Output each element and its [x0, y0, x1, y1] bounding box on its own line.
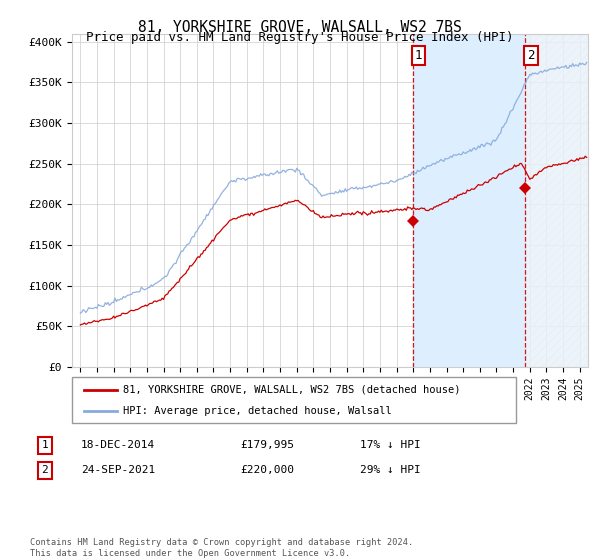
- Text: Contains HM Land Registry data © Crown copyright and database right 2024.
This d: Contains HM Land Registry data © Crown c…: [30, 538, 413, 558]
- Text: 18-DEC-2014: 18-DEC-2014: [81, 440, 155, 450]
- Text: 81, YORKSHIRE GROVE, WALSALL, WS2 7BS: 81, YORKSHIRE GROVE, WALSALL, WS2 7BS: [138, 20, 462, 35]
- Text: HPI: Average price, detached house, Walsall: HPI: Average price, detached house, Wals…: [123, 407, 392, 416]
- Bar: [525, 34, 588, 367]
- Text: 2: 2: [41, 465, 49, 475]
- Text: 24-SEP-2021: 24-SEP-2021: [81, 465, 155, 475]
- Text: 1: 1: [41, 440, 49, 450]
- Text: 2: 2: [527, 49, 535, 62]
- Text: 81, YORKSHIRE GROVE, WALSALL, WS2 7BS (detached house): 81, YORKSHIRE GROVE, WALSALL, WS2 7BS (d…: [123, 385, 461, 395]
- Text: £179,995: £179,995: [240, 440, 294, 450]
- Text: 1: 1: [415, 49, 422, 62]
- Text: Price paid vs. HM Land Registry's House Price Index (HPI): Price paid vs. HM Land Registry's House …: [86, 31, 514, 44]
- Text: 17% ↓ HPI: 17% ↓ HPI: [360, 440, 421, 450]
- Text: £220,000: £220,000: [240, 465, 294, 475]
- Bar: [413, 34, 525, 367]
- Text: 29% ↓ HPI: 29% ↓ HPI: [360, 465, 421, 475]
